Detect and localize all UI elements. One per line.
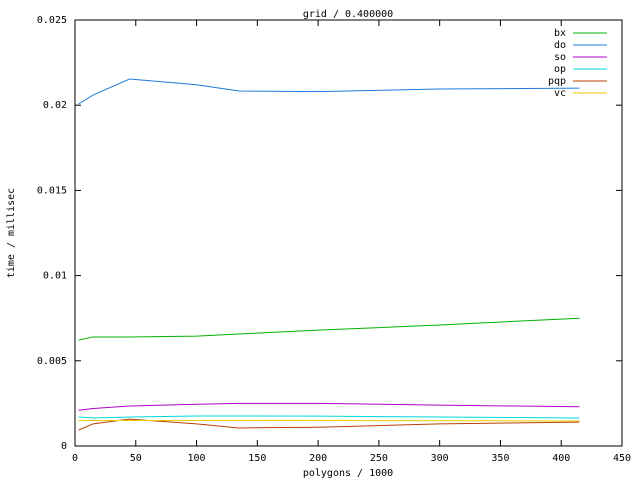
y-tick-label: 0: [61, 441, 67, 452]
legend-label: vc: [554, 88, 566, 99]
y-axis-label: time / millisec: [6, 188, 17, 278]
x-tick-label: 400: [552, 453, 570, 464]
x-tick-label: 250: [370, 453, 388, 464]
plot-border: [74, 19, 623, 447]
x-tick-label: 300: [431, 453, 449, 464]
legend-label: pqp: [548, 76, 566, 87]
series-line: [78, 415, 580, 419]
x-axis-label: polygons / 1000: [303, 468, 393, 479]
legend-label: do: [554, 40, 566, 51]
x-tick-label: 150: [248, 453, 266, 464]
y-tick-label: 0.005: [37, 356, 67, 367]
series-line: [78, 78, 580, 105]
legend-label: op: [554, 64, 566, 75]
legend-label: bx: [554, 28, 566, 39]
chart-title: grid / 0.400000: [303, 9, 393, 20]
series-line: [78, 317, 580, 341]
x-tick-label: 350: [491, 453, 509, 464]
series-line: [78, 402, 580, 411]
x-tick-label: 50: [130, 453, 142, 464]
x-tick-label: 200: [309, 453, 327, 464]
y-tick-label: 0.015: [37, 185, 67, 196]
y-tick-label: 0.01: [43, 271, 67, 282]
legend-label: so: [554, 52, 566, 63]
y-tick-label: 0.02: [43, 100, 67, 111]
series-line: [78, 418, 580, 431]
x-tick-label: 100: [188, 453, 206, 464]
series-line: [78, 419, 580, 422]
x-tick-label: 450: [613, 453, 631, 464]
y-tick-label: 0.025: [37, 15, 67, 26]
x-tick-label: 0: [72, 453, 78, 464]
